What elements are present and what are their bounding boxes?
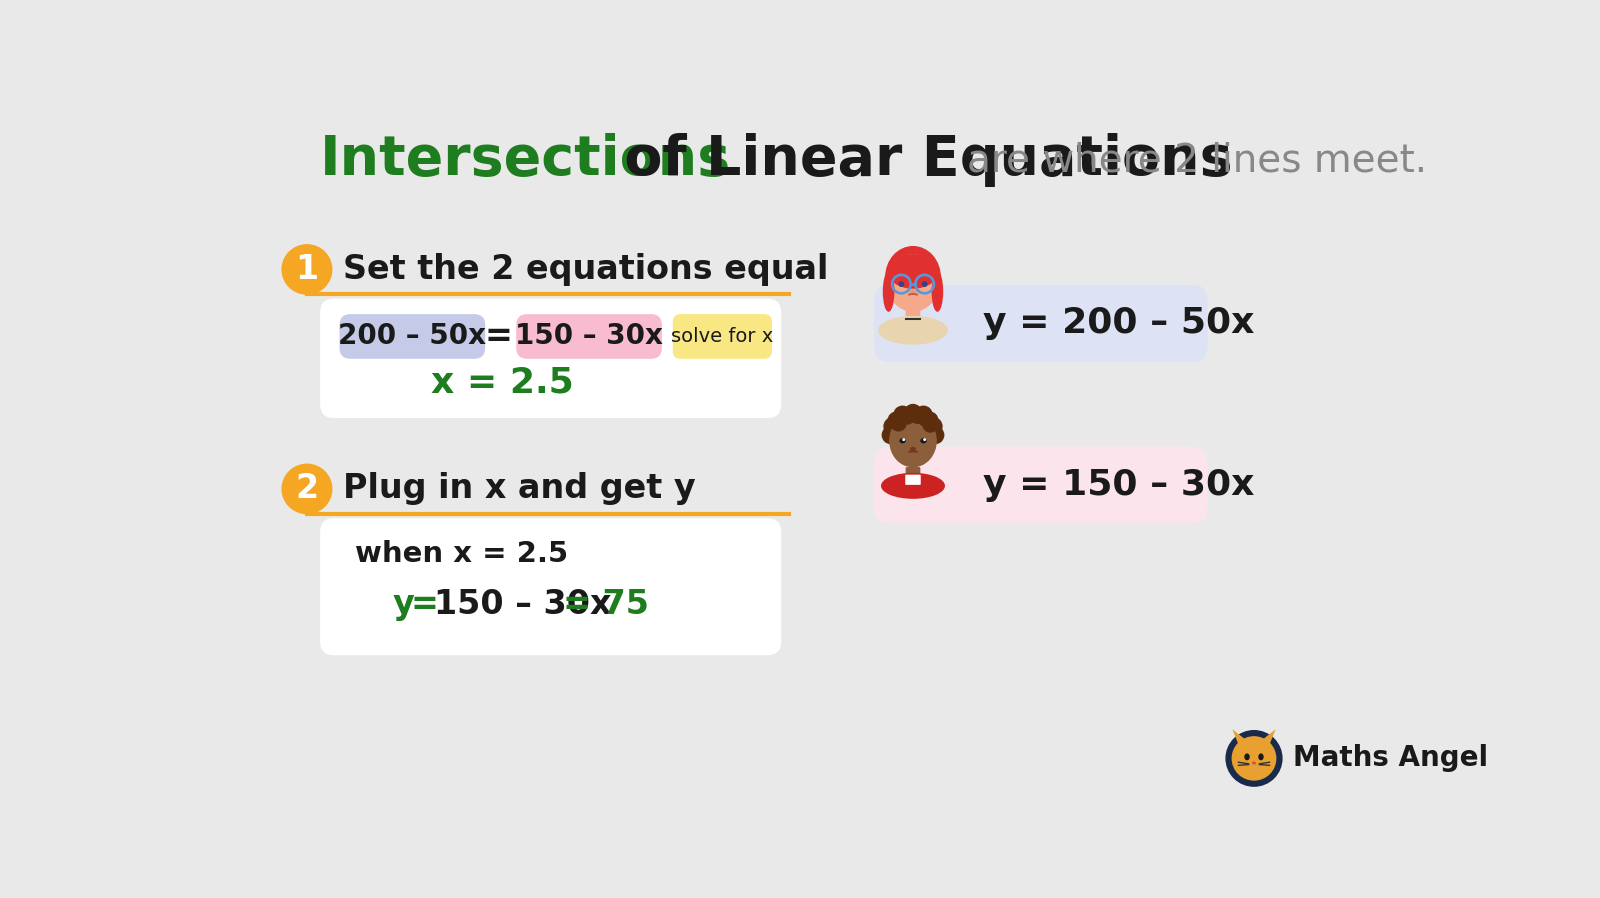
Text: Plug in x and get y: Plug in x and get y (344, 472, 696, 506)
Circle shape (920, 411, 939, 430)
Circle shape (282, 245, 331, 295)
Circle shape (922, 281, 928, 287)
Ellipse shape (910, 447, 915, 451)
Circle shape (922, 417, 939, 433)
Circle shape (923, 438, 926, 441)
FancyBboxPatch shape (320, 299, 781, 418)
FancyBboxPatch shape (517, 314, 662, 359)
Circle shape (909, 408, 926, 424)
FancyBboxPatch shape (874, 446, 1208, 524)
Circle shape (1226, 731, 1282, 786)
Ellipse shape (931, 271, 944, 312)
Text: y: y (392, 588, 414, 621)
Circle shape (904, 404, 922, 422)
Text: Intersections: Intersections (320, 133, 731, 187)
Ellipse shape (888, 255, 939, 311)
Ellipse shape (899, 438, 906, 444)
Text: x = 2.5: x = 2.5 (430, 365, 574, 400)
Circle shape (882, 426, 901, 445)
Text: =: = (411, 588, 438, 621)
Ellipse shape (1258, 753, 1264, 761)
Ellipse shape (910, 289, 915, 294)
Text: 150 – 30x: 150 – 30x (515, 322, 662, 350)
Ellipse shape (1253, 762, 1256, 764)
FancyBboxPatch shape (672, 314, 771, 359)
FancyBboxPatch shape (320, 518, 781, 656)
Text: are where 2 lines meet.: are where 2 lines meet. (968, 141, 1427, 179)
Circle shape (888, 411, 906, 430)
Text: y = 200 – 50x: y = 200 – 50x (982, 306, 1254, 340)
Polygon shape (1232, 729, 1248, 744)
Circle shape (883, 417, 902, 436)
Circle shape (918, 410, 934, 427)
Ellipse shape (890, 414, 938, 467)
Circle shape (925, 417, 942, 436)
Text: 150 – 30x: 150 – 30x (434, 588, 611, 621)
Ellipse shape (882, 473, 946, 498)
Text: y = 150 – 30x: y = 150 – 30x (982, 468, 1254, 502)
Text: of Linear Equations: of Linear Equations (605, 133, 1251, 187)
Circle shape (899, 281, 904, 287)
Circle shape (893, 406, 912, 424)
Ellipse shape (888, 254, 939, 289)
Circle shape (1232, 737, 1275, 780)
Text: 200 – 50x: 200 – 50x (338, 322, 486, 350)
Text: 1: 1 (296, 253, 318, 286)
FancyBboxPatch shape (339, 314, 485, 359)
Ellipse shape (878, 316, 947, 345)
Circle shape (899, 409, 915, 425)
Text: = 75: = 75 (563, 588, 648, 621)
Ellipse shape (1245, 753, 1250, 761)
FancyBboxPatch shape (874, 285, 1208, 362)
Ellipse shape (883, 271, 894, 312)
FancyBboxPatch shape (906, 467, 920, 480)
Text: Set the 2 equations equal: Set the 2 equations equal (344, 253, 829, 286)
Text: Maths Angel: Maths Angel (1293, 744, 1488, 772)
Text: 2: 2 (296, 472, 318, 506)
Text: =: = (485, 320, 512, 353)
Circle shape (926, 426, 944, 445)
FancyBboxPatch shape (906, 309, 920, 324)
Ellipse shape (885, 246, 941, 308)
Ellipse shape (920, 438, 926, 444)
Text: solve for x: solve for x (672, 327, 773, 346)
Circle shape (902, 438, 906, 441)
Polygon shape (1261, 729, 1275, 744)
Ellipse shape (886, 254, 939, 312)
Circle shape (914, 406, 933, 424)
FancyBboxPatch shape (906, 475, 920, 485)
Text: when x = 2.5: when x = 2.5 (355, 541, 568, 568)
Circle shape (890, 416, 907, 432)
Circle shape (282, 464, 331, 514)
